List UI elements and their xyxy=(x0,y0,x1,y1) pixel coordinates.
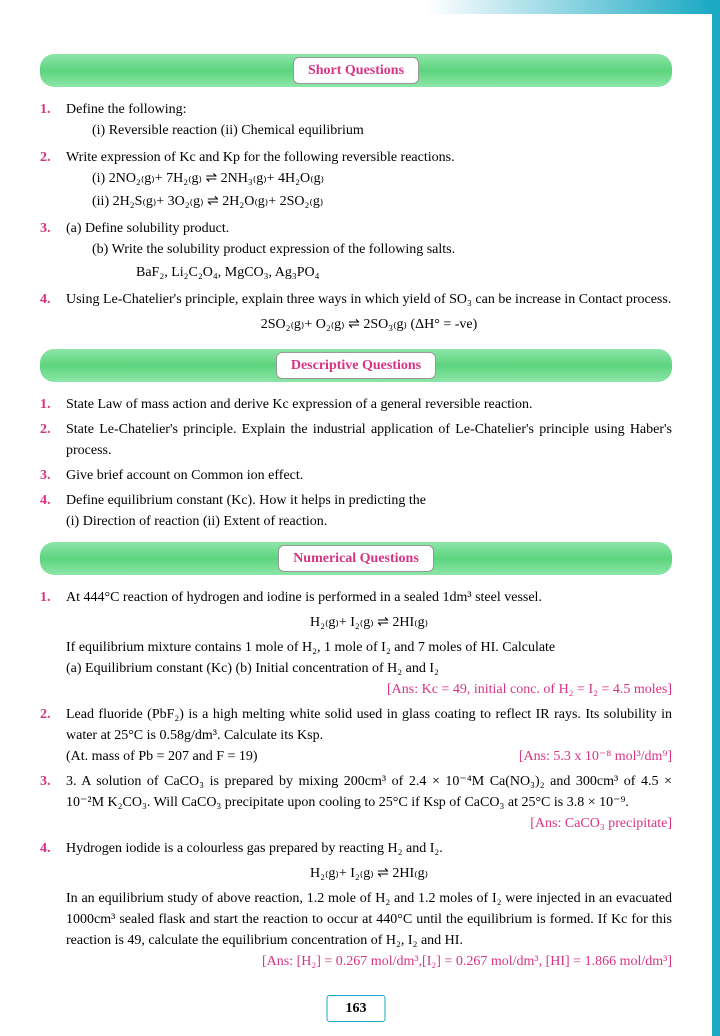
question-body: State Le-Chatelier's principle. Explain … xyxy=(66,419,672,461)
equation: H₂₍g₎+ I₂₍g₎ ⇌ 2HI₍g₎ xyxy=(66,863,672,884)
question-text: Write expression of Kc and Kp for the fo… xyxy=(66,150,455,165)
question-body: Lead fluoride (PbF₂) is a high melting w… xyxy=(66,704,672,767)
question-body: (a) Define solubility product. (b) Write … xyxy=(66,218,672,285)
sub-item: (i) Direction of reaction (ii) Extent of… xyxy=(66,511,672,532)
question-text: (a) Define solubility product. xyxy=(66,221,229,236)
sub-item: (ii) 2H₂S₍g₎+ 3O₂₍g₎ ⇌ 2H₂O₍g₎+ 2SO₂₍g₎ xyxy=(66,191,672,212)
question-text: (At. mass of Pb = 207 and F = 19) xyxy=(66,746,258,767)
question-number: 3. xyxy=(40,218,66,285)
sub-item: (i) Reversible reaction (ii) Chemical eq… xyxy=(66,120,672,141)
list-item: 3.Give brief account on Common ion effec… xyxy=(40,465,672,486)
question-number: 1. xyxy=(40,394,66,415)
question-body: Hydrogen iodide is a colourless gas prep… xyxy=(66,838,672,972)
question-number: 2. xyxy=(40,704,66,767)
question-body: State Law of mass action and derive Kc e… xyxy=(66,394,672,415)
header-label: Short Questions xyxy=(293,57,419,84)
list-item: 4.Define equilibrium constant (Kc). How … xyxy=(40,490,672,532)
list-item: 3.(a) Define solubility product. (b) Writ… xyxy=(40,218,672,285)
question-number: 4. xyxy=(40,490,66,532)
page: Short Questions 1.Define the following:(… xyxy=(0,0,720,1036)
question-text: (a) Equilibrium constant (Kc) (b) Initia… xyxy=(66,658,672,679)
question-text: 3. A solution of CaCO₃ is prepared by mi… xyxy=(66,774,672,810)
list-item: 2.State Le-Chatelier's principle. Explai… xyxy=(40,419,672,461)
question-text: In an equilibrium study of above reactio… xyxy=(66,888,672,951)
question-text: At 444°C reaction of hydrogen and iodine… xyxy=(66,590,542,605)
question-body: Write expression of Kc and Kp for the fo… xyxy=(66,147,672,214)
list-item: 2.Lead fluoride (PbF₂) is a high melting… xyxy=(40,704,672,767)
question-number: 2. xyxy=(40,419,66,461)
equation: H₂₍g₎+ I₂₍g₎ ⇌ 2HI₍g₎ xyxy=(66,612,672,633)
header-descriptive-questions: Descriptive Questions xyxy=(40,349,672,382)
list-item: 1.Define the following: (i) Reversible re… xyxy=(40,99,672,143)
question-body: Define equilibrium constant (Kc). How it… xyxy=(66,490,672,532)
short-questions-list: 1.Define the following: (i) Reversible re… xyxy=(40,99,672,339)
question-text: Hydrogen iodide is a colourless gas prep… xyxy=(66,841,443,856)
question-text: Define the following: xyxy=(66,102,187,117)
numerical-questions-list: 1.At 444°C reaction of hydrogen and iodi… xyxy=(40,587,672,972)
question-text: Define equilibrium constant (Kc). How it… xyxy=(66,493,426,508)
header-label: Numerical Questions xyxy=(278,545,434,572)
sub-item: (b) Write the solubility product express… xyxy=(66,239,672,260)
question-text: Lead fluoride (PbF₂) is a high melting w… xyxy=(66,707,672,743)
descriptive-questions-list: 1.State Law of mass action and derive Kc… xyxy=(40,394,672,532)
header-short-questions: Short Questions xyxy=(40,54,672,87)
question-body: 3. A solution of CaCO₃ is prepared by mi… xyxy=(66,771,672,834)
content: Short Questions 1.Define the following:(… xyxy=(0,14,712,986)
question-number: 1. xyxy=(40,99,66,143)
list-item: 4.Using Le-Chatelier's principle, explai… xyxy=(40,289,672,339)
list-item: 1.State Law of mass action and derive Kc… xyxy=(40,394,672,415)
question-number: 2. xyxy=(40,147,66,214)
question-number: 1. xyxy=(40,587,66,700)
list-item: 1.At 444°C reaction of hydrogen and iodi… xyxy=(40,587,672,700)
top-bar xyxy=(0,0,712,14)
answer: [Ans: Kc = 49, initial conc. of H₂ = I₂ … xyxy=(66,679,672,700)
answer: [Ans: 5.3 x 10⁻⁸ mol³/dm⁹] xyxy=(519,746,672,767)
question-number: 3. xyxy=(40,771,66,834)
page-number: 163 xyxy=(327,995,386,1022)
header-label: Descriptive Questions xyxy=(276,352,436,379)
question-text: Using Le-Chatelier's principle, explain … xyxy=(66,292,671,307)
list-item: 2.Write expression of Kc and Kp for the … xyxy=(40,147,672,214)
equation: 2SO₂₍g₎+ O₂₍g₎ ⇌ 2SO₃₍g₎ (ΔH° = -ve) xyxy=(66,314,672,335)
page-number-container: 163 xyxy=(327,995,386,1022)
question-body: Using Le-Chatelier's principle, explain … xyxy=(66,289,672,339)
sub-item: BaF₂, Li₂C₂O₄, MgCO₃, Ag₃PO₄ xyxy=(66,262,672,283)
answer: [Ans: [H₂] = 0.267 mol/dm³,[I₂] = 0.267 … xyxy=(66,951,672,972)
sub-item: (i) 2NO₂₍g₎+ 7H₂₍g₎ ⇌ 2NH₃₍g₎+ 4H₂O₍g₎ xyxy=(66,168,672,189)
answer: [Ans: CaCO₃ precipitate] xyxy=(530,813,672,834)
question-text: If equilibrium mixture contains 1 mole o… xyxy=(66,637,672,658)
question-body: Give brief account on Common ion effect. xyxy=(66,465,672,486)
question-number: 4. xyxy=(40,289,66,339)
list-item: 4.Hydrogen iodide is a colourless gas pr… xyxy=(40,838,672,972)
question-body: At 444°C reaction of hydrogen and iodine… xyxy=(66,587,672,700)
list-item: 3.3. A solution of CaCO₃ is prepared by … xyxy=(40,771,672,834)
question-number: 3. xyxy=(40,465,66,486)
header-numerical-questions: Numerical Questions xyxy=(40,542,672,575)
question-number: 4. xyxy=(40,838,66,972)
question-body: Define the following: (i) Reversible reac… xyxy=(66,99,672,143)
